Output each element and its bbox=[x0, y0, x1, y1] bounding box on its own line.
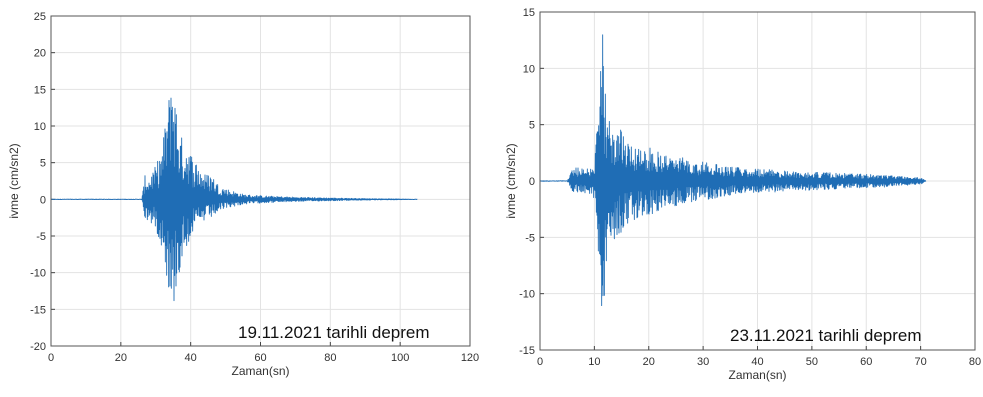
y-tick-label: -10 bbox=[519, 289, 535, 301]
x-tick-label: 60 bbox=[254, 352, 266, 364]
y-tick-label: 5 bbox=[40, 158, 46, 170]
chart-panel-23-11-2021: 0 10 20 30 40 50 60 70 80 -15 -10 -5 0 5 10 15 Zaman(sn)… bbox=[495, 0, 983, 392]
x-tick-label: 70 bbox=[915, 356, 927, 368]
y-tick-label: 25 bbox=[34, 11, 46, 23]
y-tick-label: 10 bbox=[34, 121, 46, 133]
chart-panel-19-11-2021: 0 20 40 60 80 100 120 -20 -15 -10 -5 0 5 10 15 20 25 Zama… bbox=[0, 0, 490, 392]
x-tick-label: 80 bbox=[969, 356, 981, 368]
x-axis-label: Zaman(sn) bbox=[231, 364, 289, 378]
acceleration-chart-23-11-2021: 0 10 20 30 40 50 60 70 80 -15 -10 -5 0 5 10 15 Zaman(sn)… bbox=[504, 7, 981, 382]
x-tick-label: 50 bbox=[806, 356, 818, 368]
acceleration-series-line bbox=[50, 97, 418, 302]
y-axis-label: ivme (cm/sn2) bbox=[7, 143, 21, 218]
x-tick-label: 40 bbox=[751, 356, 763, 368]
x-tick-label: 120 bbox=[461, 352, 479, 364]
acceleration-chart-19-11-2021: 0 20 40 60 80 100 120 -20 -15 -10 -5 0 5 10 15 20 25 Zama… bbox=[7, 11, 479, 378]
y-tick-label: 15 bbox=[34, 84, 46, 96]
earthquake-date-annotation: 19.11.2021 tarihli deprem bbox=[238, 323, 430, 342]
x-tick-label: 20 bbox=[643, 356, 655, 368]
x-tick-label: 0 bbox=[537, 356, 543, 368]
axes-frame bbox=[50, 15, 471, 347]
x-tick-label: 100 bbox=[391, 352, 409, 364]
y-tick-label: -5 bbox=[525, 232, 535, 244]
x-tick-label: 0 bbox=[48, 352, 54, 364]
x-tick-label: 10 bbox=[588, 356, 600, 368]
y-tick-label: -10 bbox=[30, 268, 46, 280]
y-axis-label: ivme (cm/sn2) bbox=[504, 143, 518, 218]
x-tick-label: 40 bbox=[185, 352, 197, 364]
y-tick-label: 0 bbox=[40, 194, 46, 206]
y-tick-label: -5 bbox=[36, 231, 46, 243]
x-tick-label: 80 bbox=[324, 352, 336, 364]
axes-frame bbox=[539, 11, 976, 351]
x-tick-label: 20 bbox=[115, 352, 127, 364]
y-tick-label: 5 bbox=[529, 120, 535, 132]
y-tick-label: -15 bbox=[30, 304, 46, 316]
y-tick-label: 20 bbox=[34, 48, 46, 60]
y-tick-label: -15 bbox=[519, 345, 535, 357]
y-tick-label: -20 bbox=[30, 341, 46, 353]
y-tick-label: 15 bbox=[523, 7, 535, 19]
x-axis-label: Zaman(sn) bbox=[728, 368, 786, 382]
acceleration-series-line bbox=[539, 34, 927, 307]
x-tick-label: 30 bbox=[697, 356, 709, 368]
y-tick-label: 0 bbox=[529, 176, 535, 188]
earthquake-date-annotation: 23.11.2021 tarihli deprem bbox=[730, 326, 922, 345]
x-tick-label: 60 bbox=[860, 356, 872, 368]
y-tick-label: 10 bbox=[523, 63, 535, 75]
